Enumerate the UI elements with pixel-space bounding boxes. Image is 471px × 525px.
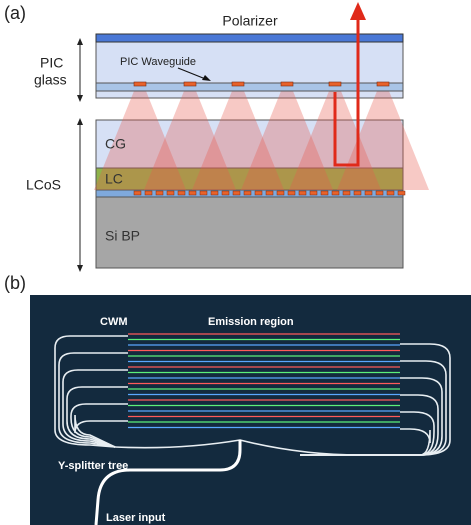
- routing-line: [66, 386, 128, 448]
- glass-label: glass: [34, 72, 67, 88]
- pixel: [342, 190, 351, 196]
- emitter: [183, 81, 197, 87]
- pixel: [397, 190, 406, 196]
- silicon-backplane: [95, 196, 404, 269]
- pixel: [265, 190, 274, 196]
- splitter-label: Y-splitter tree: [58, 460, 128, 472]
- routing-line: [58, 352, 128, 448]
- pixel: [353, 190, 362, 196]
- pixel: [199, 190, 208, 196]
- emitter: [231, 81, 245, 87]
- emission-rows: [128, 333, 400, 429]
- pixel: [320, 190, 329, 196]
- cg-label: CG: [105, 136, 126, 152]
- light-cone: [192, 91, 284, 190]
- pixel: [133, 190, 142, 196]
- pixel: [177, 190, 186, 196]
- pixel: [375, 190, 384, 196]
- light-cone: [94, 91, 186, 190]
- routing-line: [54, 335, 128, 448]
- routing-line: [300, 411, 435, 456]
- arrow-head: [350, 2, 366, 20]
- emitter: [328, 81, 342, 87]
- pixel: [166, 190, 175, 196]
- light-cone: [144, 91, 236, 190]
- polarizer: [95, 33, 404, 43]
- lc-label: LC: [105, 171, 123, 187]
- pixel: [276, 190, 285, 196]
- pixel: [364, 190, 373, 196]
- emitter: [133, 81, 147, 87]
- photo-background: [30, 295, 471, 525]
- routing-line: [74, 414, 128, 448]
- emitter: [280, 81, 294, 87]
- cwm-label: CWM: [100, 316, 128, 328]
- panel-label: (b): [4, 273, 26, 293]
- light-cones: [94, 91, 429, 190]
- laser-label: Laser input: [106, 512, 166, 524]
- pixel: [386, 190, 395, 196]
- pixel: [331, 190, 340, 196]
- arrow-tip: [77, 95, 83, 102]
- emission-label: Emission region: [208, 316, 294, 328]
- routing-line: [70, 403, 128, 448]
- pixel: [210, 190, 219, 196]
- emitters: [133, 81, 390, 87]
- pic-label: PIC: [40, 55, 63, 71]
- pixel: [144, 190, 153, 196]
- light-cone: [241, 91, 333, 190]
- pixels: [133, 190, 406, 196]
- pointer: [177, 67, 209, 81]
- arrow-tip: [77, 38, 83, 45]
- pixel: [232, 190, 241, 196]
- pixel: [243, 190, 252, 196]
- light-path: [333, 18, 360, 167]
- waveguide: [95, 82, 404, 92]
- routing-line: [62, 369, 128, 448]
- routing-line: [300, 394, 439, 456]
- arrow-tip: [77, 265, 83, 272]
- pixel: [155, 190, 164, 196]
- lcos-label: LCoS: [26, 177, 61, 193]
- waveguide-label: PIC Waveguide: [120, 56, 196, 68]
- pointer-head: [202, 75, 211, 81]
- routing-line: [300, 428, 431, 456]
- pixel: [188, 190, 197, 196]
- pixel: [254, 190, 263, 196]
- pixel: [287, 190, 296, 196]
- pixel: [309, 190, 318, 196]
- input-waveguide: [94, 440, 242, 525]
- arrow-tip: [77, 118, 83, 125]
- polarizer-label: Polarizer: [222, 13, 278, 29]
- pixel: [298, 190, 307, 196]
- si-bp-label: Si BP: [105, 228, 140, 244]
- pixel: [221, 190, 230, 196]
- emitter: [376, 81, 390, 87]
- panel-label: (a): [4, 3, 26, 23]
- light-cone: [337, 91, 429, 190]
